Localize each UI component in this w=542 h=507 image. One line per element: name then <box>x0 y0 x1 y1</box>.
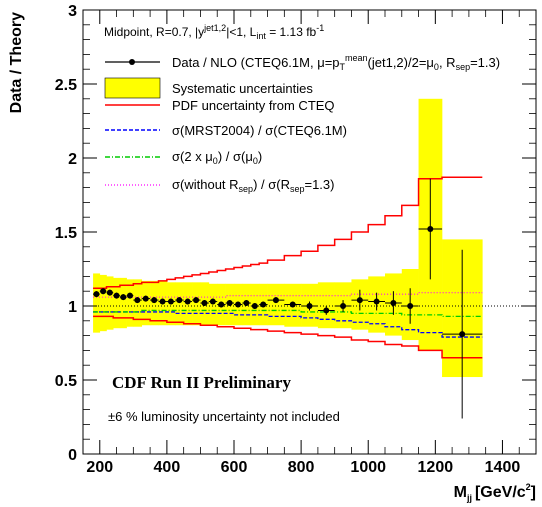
y-axis-title: Data / Theory <box>8 12 25 113</box>
data-point <box>134 297 141 304</box>
svg-text:Data / NLO (CTEQ6.1M, μ=pTmean: Data / NLO (CTEQ6.1M, μ=pTmean(jet1,2)/2… <box>172 53 500 72</box>
y-tick-label: 0.5 <box>55 373 77 390</box>
svg-text:σ(2 x μ0) / σ(μ0): σ(2 x μ0) / σ(μ0) <box>172 149 262 166</box>
legend-item-systematic: Systematic uncertainties <box>104 77 313 99</box>
x-tick-label: 200 <box>86 459 113 476</box>
prelim-annotation: CDF Run II Preliminary <box>112 373 291 392</box>
scale-line <box>93 309 483 318</box>
syst-bin <box>99 274 107 332</box>
data-point <box>184 298 191 305</box>
data-point <box>272 297 279 304</box>
x-tick-label: 400 <box>154 459 181 476</box>
syst-bin <box>113 277 121 329</box>
mrst-ratio-line <box>93 311 483 338</box>
y-tick-label: 1 <box>68 299 77 316</box>
data-point <box>159 298 166 305</box>
data-point <box>126 292 133 299</box>
data-point <box>226 300 233 307</box>
data-point <box>193 297 200 304</box>
data-point <box>340 303 347 309</box>
x-tick-label: 1200 <box>418 459 454 476</box>
svg-text:σ(without Rsep) / σ(Rsep=1.3): σ(without Rsep) / σ(Rsep=1.3) <box>172 177 334 194</box>
scale-ratio-line <box>93 309 483 318</box>
syst-bin <box>192 282 201 326</box>
data-point <box>323 307 330 314</box>
data-point <box>93 291 100 298</box>
data-point <box>390 300 397 307</box>
syst-bin <box>93 273 101 333</box>
data-point <box>201 300 208 307</box>
data-point <box>120 294 127 301</box>
data-point <box>243 300 250 307</box>
x-tick-label: 1000 <box>350 459 386 476</box>
data-point <box>209 298 216 305</box>
data-point <box>235 301 242 308</box>
y-tick-label: 1.5 <box>55 225 77 242</box>
data-point <box>218 301 225 308</box>
data-point <box>113 292 120 299</box>
data-point <box>356 297 363 304</box>
legend-item-pdf: PDF uncertainty from CTEQ <box>105 98 335 113</box>
syst-bin <box>267 283 285 326</box>
y-tick-label: 0 <box>68 447 77 464</box>
lumi-annotation: ±6 % luminosity uncertainty not included <box>108 409 340 424</box>
legend-item-data: Data / NLO (CTEQ6.1M, μ=pTmean(jet1,2)/2… <box>105 53 500 72</box>
y-tick-label: 2.5 <box>55 77 77 94</box>
syst-bin <box>317 282 335 329</box>
data-point <box>306 303 313 309</box>
data-point <box>289 301 296 308</box>
data-point <box>407 303 414 309</box>
svg-text:PDF uncertainty from CTEQ: PDF uncertainty from CTEQ <box>172 98 335 113</box>
data-point <box>251 303 258 309</box>
mrst-line <box>93 311 483 338</box>
data-point <box>106 289 113 296</box>
data-point <box>459 331 466 338</box>
pdf-upper-line <box>93 176 483 289</box>
data-point <box>373 298 380 305</box>
data-points <box>93 178 483 419</box>
legend-item-scale: σ(2 x μ0) / σ(μ0) <box>105 149 262 166</box>
data-point <box>142 295 149 302</box>
svg-text:Systematic uncertainties: Systematic uncertainties <box>172 81 313 96</box>
data-point <box>427 226 434 233</box>
data-point <box>260 301 267 308</box>
data-point <box>167 298 174 305</box>
pdf-band <box>93 176 483 359</box>
plot-header: Midpoint, R=0.7, |yjet1,2|<1, Lint = 1.1… <box>104 23 324 41</box>
syst-bin <box>119 277 127 329</box>
y-tick-label: 3 <box>68 3 77 20</box>
syst-bin <box>106 276 114 330</box>
legend-item-mrst: σ(MRST2004) / σ(CTEQ6.1M) <box>105 123 347 138</box>
data-point <box>151 297 158 304</box>
pdf-lower-line <box>93 315 483 359</box>
axis-ticks: 0 0.5 1 1.5 2 2.5 3 200 400 600 800 1000 1200 1400 <box>55 3 537 476</box>
data-point <box>100 288 107 295</box>
x-tick-label: 800 <box>288 459 315 476</box>
x-tick-label: 1400 <box>485 459 521 476</box>
legend: Data / NLO (CTEQ6.1M, μ=pTmean(jet1,2)/2… <box>104 53 500 194</box>
data-point <box>176 297 183 304</box>
syst-bin <box>175 282 184 326</box>
y-tick-label: 2 <box>68 151 77 168</box>
syst-bin <box>141 280 151 326</box>
syst-bin <box>126 279 134 327</box>
svg-text:σ(MRST2004) / σ(CTEQ6.1M): σ(MRST2004) / σ(CTEQ6.1M) <box>172 123 347 138</box>
x-tick-label: 600 <box>221 459 248 476</box>
legend-item-rsep: σ(without Rsep) / σ(Rsep=1.3) <box>105 177 334 194</box>
x-axis-title: Mjj [GeV/c2] <box>454 482 536 503</box>
